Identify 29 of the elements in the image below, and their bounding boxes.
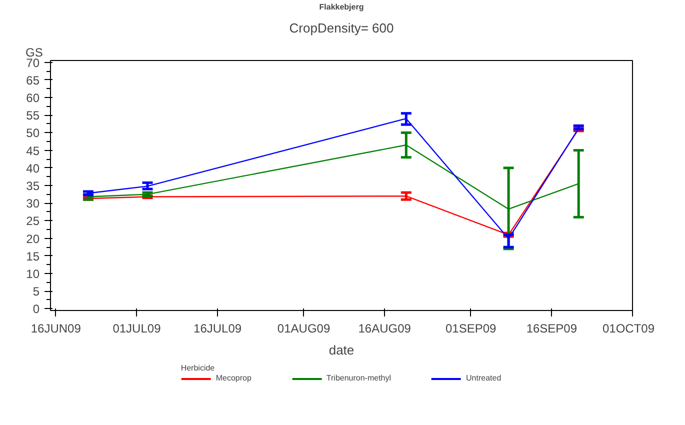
y-tick-label: 45 <box>26 144 40 158</box>
y-tick-label: 60 <box>26 90 40 105</box>
y-tick-label: 55 <box>26 108 40 123</box>
legend-label: Tribenuron-methyl <box>326 374 392 382</box>
y-tick-label: 20 <box>26 232 40 246</box>
y-tick-label: 40 <box>26 161 40 176</box>
x-tick-label: 01JUL09 <box>112 322 162 336</box>
chart-subtitle: Flakkebjerg <box>319 2 364 12</box>
x-tick-label: 16SEP09 <box>526 322 578 336</box>
y-tick-label: 15 <box>26 249 40 264</box>
legend-label: Mecoprop <box>216 374 252 382</box>
x-tick-label: 01SEP09 <box>445 322 497 336</box>
legend-label: Untreated <box>466 374 502 382</box>
y-tick-label: 35 <box>26 179 40 193</box>
y-tick-label: 30 <box>26 196 40 211</box>
y-tick-label: 25 <box>26 214 40 228</box>
x-tick-label: 01OCT09 <box>602 322 655 336</box>
legend-title: Herbicide <box>180 364 216 372</box>
y-tick-label: 10 <box>26 267 40 282</box>
x-tick-label: 16JUN09 <box>30 322 82 336</box>
x-axis-title: date <box>328 342 354 358</box>
y-tick-label: 50 <box>26 126 40 140</box>
x-tick-label: 16AUG09 <box>358 322 412 336</box>
x-tick-label: 01AUG09 <box>277 322 330 336</box>
chart-title: CropDensity= 600 <box>289 20 394 36</box>
y-tick-label: 65 <box>26 73 40 88</box>
y-tick-label: 0 <box>32 302 40 316</box>
y-tick-label: 5 <box>32 284 40 299</box>
x-tick-label: 16JUL09 <box>194 322 242 336</box>
